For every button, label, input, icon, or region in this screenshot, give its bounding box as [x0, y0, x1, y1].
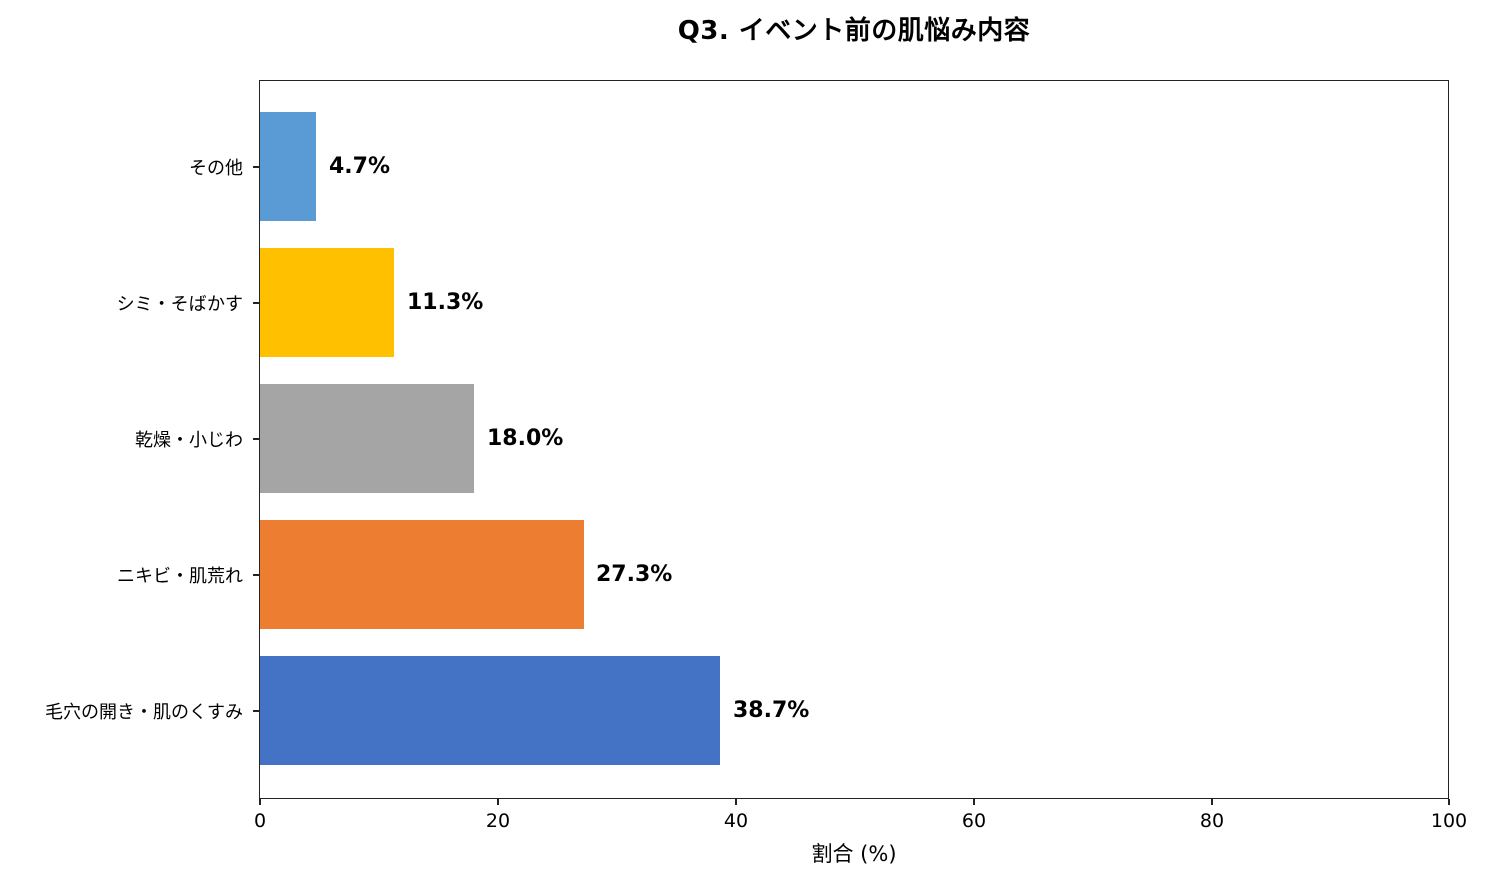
y-tick-label: ニキビ・肌荒れ [117, 566, 243, 587]
y-tick [253, 574, 259, 576]
y-tick-label: 毛穴の開き・肌のくすみ [45, 702, 243, 723]
y-tick [253, 166, 259, 168]
value-label: 18.0% [487, 426, 564, 451]
x-tick [973, 799, 975, 805]
y-tick-label: シミ・そばかす [116, 294, 243, 315]
bar-nikibi [260, 520, 584, 629]
y-tick [253, 710, 259, 712]
value-label: 4.7% [329, 154, 391, 179]
y-tick-label: 乾燥・小じわ [135, 430, 243, 451]
x-tick-label: 60 [961, 810, 987, 832]
x-tick [735, 799, 737, 805]
value-label: 27.3% [596, 562, 673, 587]
x-tick [1211, 799, 1213, 805]
x-tick-label: 100 [1430, 810, 1468, 832]
x-tick-label: 20 [485, 810, 511, 832]
x-tick-label: 0 [253, 810, 267, 832]
plot-area: 4.7% 11.3% 18.0% 27.3% 38.7% [259, 80, 1449, 799]
y-tick [253, 302, 259, 304]
x-tick-label: 80 [1199, 810, 1225, 832]
bar-keana [260, 656, 720, 765]
bar-shimi [260, 248, 394, 357]
chart-title: Q3. イベント前の肌悩み内容 [677, 16, 1031, 46]
x-tick [259, 799, 261, 805]
x-tick-label: 40 [723, 810, 749, 832]
bar-sonota [260, 112, 316, 221]
x-tick [1448, 799, 1450, 805]
value-label: 38.7% [733, 698, 810, 723]
x-axis-label: 割合 (%) [811, 842, 897, 866]
value-label: 11.3% [407, 290, 484, 315]
y-tick-label: その他 [189, 158, 243, 179]
x-tick [497, 799, 499, 805]
y-tick [253, 438, 259, 440]
bar-kansou [260, 384, 474, 493]
